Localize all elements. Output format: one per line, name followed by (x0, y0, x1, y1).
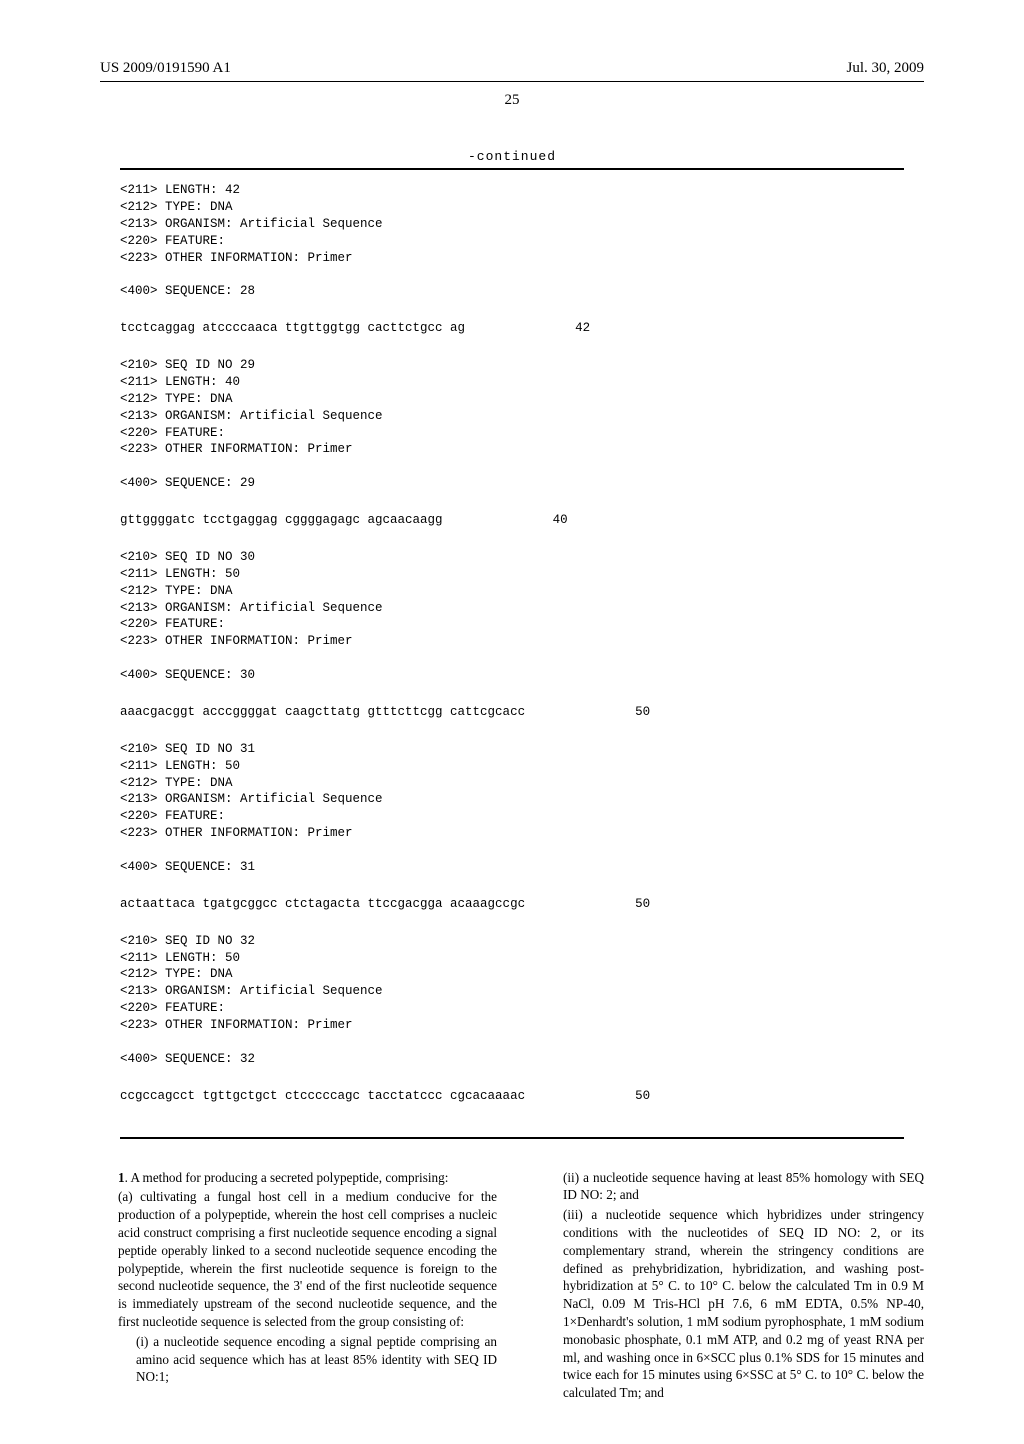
claim-1-i: (i) a nucleotide sequence encoding a sig… (100, 1333, 497, 1386)
sequence-text: tcctcaggag atccccaaca ttgttggtgg cacttct… (120, 320, 465, 337)
seq-rule-top (120, 168, 904, 170)
publication-date: Jul. 30, 2009 (846, 60, 924, 77)
sequence-length: 50 (525, 896, 650, 913)
claims-right-column: (ii) a nucleotide sequence having at lea… (527, 1169, 924, 1405)
sequence-length: 42 (465, 320, 590, 337)
continued-label: -continued (100, 149, 924, 164)
sequence-meta: <211> LENGTH: 42 <212> TYPE: DNA <213> O… (120, 182, 904, 300)
sequence-row: gttggggatc tcctgaggag cggggagagc agcaaca… (120, 512, 904, 529)
claim-1-iii: (iii) a nucleotide sequence which hybrid… (527, 1206, 924, 1402)
sequence-text: ccgccagcct tgttgctgct ctcccccagc tacctat… (120, 1088, 525, 1105)
claim-1-ii: (ii) a nucleotide sequence having at lea… (527, 1169, 924, 1205)
sequence-text: gttggggatc tcctgaggag cggggagagc agcaaca… (120, 512, 443, 529)
seq-rule-bottom (120, 1137, 904, 1139)
sequence-row: ccgccagcct tgttgctgct ctcccccagc tacctat… (120, 1088, 904, 1105)
sequence-length: 50 (525, 1088, 650, 1105)
sequence-row: tcctcaggag atccccaaca ttgttggtgg cacttct… (120, 320, 904, 337)
sequence-length: 50 (525, 704, 650, 721)
claim-1-a: (a) cultivating a fungal host cell in a … (100, 1188, 497, 1331)
sequence-meta: <210> SEQ ID NO 32 <211> LENGTH: 50 <212… (120, 933, 904, 1068)
sequence-row: actaattaca tgatgcggcc ctctagacta ttccgac… (120, 896, 904, 913)
page-number: 25 (100, 92, 924, 109)
sequence-text: actaattaca tgatgcggcc ctctagacta ttccgac… (120, 896, 525, 913)
sequence-meta: <210> SEQ ID NO 31 <211> LENGTH: 50 <212… (120, 741, 904, 876)
header-rule (100, 81, 924, 82)
publication-number: US 2009/0191590 A1 (100, 60, 231, 77)
sequence-meta: <210> SEQ ID NO 30 <211> LENGTH: 50 <212… (120, 549, 904, 684)
page-header: US 2009/0191590 A1 Jul. 30, 2009 (100, 60, 924, 77)
sequence-length: 40 (443, 512, 568, 529)
sequence-meta: <210> SEQ ID NO 29 <211> LENGTH: 40 <212… (120, 357, 904, 492)
claims-section: 1. A method for producing a secreted pol… (100, 1169, 924, 1405)
claim-1-lead-text: A method for producing a secreted polype… (130, 1170, 448, 1185)
sequence-text: aaacgacggt acccggggat caagcttatg gtttctt… (120, 704, 525, 721)
sequence-row: aaacgacggt acccggggat caagcttatg gtttctt… (120, 704, 904, 721)
sequence-listing: <211> LENGTH: 42 <212> TYPE: DNA <213> O… (100, 168, 924, 1139)
claim-1-lead: 1. A method for producing a secreted pol… (100, 1169, 497, 1187)
claims-left-column: 1. A method for producing a secreted pol… (100, 1169, 497, 1405)
